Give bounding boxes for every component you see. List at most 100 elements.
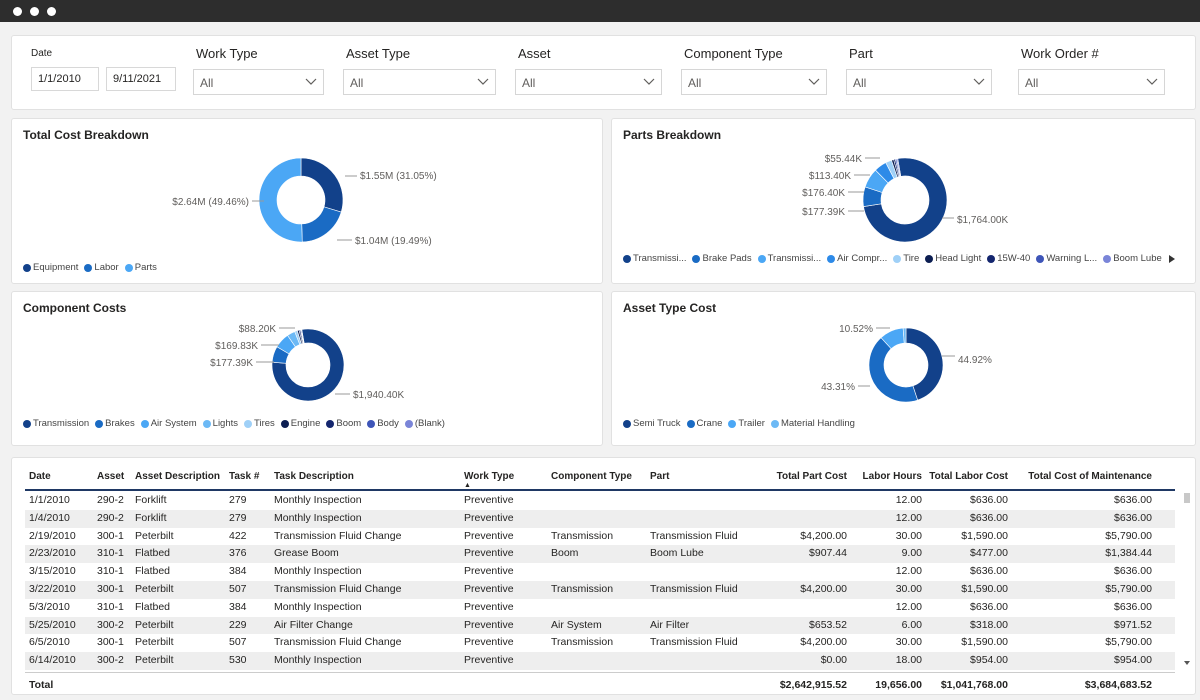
legend-item[interactable]: Trailer (728, 418, 765, 429)
legend-item[interactable]: Transmission (23, 418, 89, 429)
donut-slice-boom-lube[interactable] (896, 158, 902, 177)
table-row[interactable]: 1/4/2010 290-2 Forklift 279 Monthly Inspecti… (25, 509, 1175, 528)
column-header-component-type[interactable]: Component Type (551, 471, 632, 482)
scroll-down-icon[interactable] (1184, 661, 1190, 665)
cell-total-maintenance-cost: $5,790.00 (1105, 636, 1152, 649)
donut-slice-labor[interactable] (301, 206, 342, 243)
table-row[interactable]: 5/25/2010 300-2 Peterbilt 229 Air Filter Cha… (25, 616, 1175, 635)
column-header-task-description[interactable]: Task Description (274, 471, 354, 482)
column-header-date[interactable]: Date (29, 471, 51, 482)
work-order-dropdown[interactable]: All (1018, 69, 1165, 95)
legend-item[interactable]: Tire (893, 253, 919, 264)
cell-task-number: 530 (229, 654, 247, 667)
table-row[interactable]: 3/15/2010 310-1 Flatbed 384 Monthly Inspecti… (25, 563, 1175, 581)
parts-breakdown-panel: Parts Breakdown $55.44K $113.40K $176.40… (611, 118, 1196, 284)
cell-asset-description: Peterbilt (135, 618, 174, 631)
cell-asset-description: Flatbed (135, 547, 171, 560)
cell-task-description: Monthly Inspection (274, 654, 362, 667)
legend-swatch (140, 419, 149, 428)
cell-component-type: Transmission (551, 583, 614, 595)
column-header-labor-hours[interactable]: Labor Hours (862, 471, 922, 482)
date-from-input[interactable]: 1/1/2010 (31, 67, 99, 91)
column-header-total-cost-of-maintenance[interactable]: Total Cost of Maintenance (1028, 471, 1152, 482)
legend-item[interactable]: Brakes (95, 418, 135, 429)
table-row[interactable]: 3/22/2010 300-1 Peterbilt 507 Transmission F… (25, 581, 1175, 599)
donut-slice-equipment[interactable] (300, 157, 344, 213)
slice-label: $1,940.40K (353, 390, 404, 401)
legend-item[interactable]: Semi Truck (623, 418, 681, 429)
asset-type-dropdown[interactable]: All (343, 69, 496, 95)
legend-item[interactable]: Brake Pads (692, 253, 752, 264)
column-header-work-type[interactable]: Work Type (464, 471, 515, 482)
part-dropdown[interactable]: All (846, 69, 992, 95)
window-close-dot[interactable] (13, 7, 22, 16)
column-header-task-number[interactable]: Task # (229, 471, 260, 482)
cell-asset: 300-2 (97, 618, 124, 631)
cell-task-description: Air Filter Change (274, 618, 353, 631)
legend-item[interactable]: Crane (686, 418, 722, 429)
legend-item[interactable]: Warning L... (1036, 253, 1097, 264)
legend-item[interactable]: Air Compr... (827, 253, 887, 264)
legend-item[interactable]: Labor (84, 262, 119, 273)
asset-dropdown[interactable]: All (515, 69, 662, 95)
cell-total-maintenance-cost: $636.00 (1114, 565, 1152, 578)
table-row[interactable]: 6/14/2010 300-2 Peterbilt 530 Monthly Inspec… (25, 652, 1175, 670)
table-row[interactable]: 1/1/2010 290-2 Forklift 279 Monthly Inspecti… (25, 492, 1175, 510)
donut-slice-material-handling[interactable] (902, 327, 907, 344)
legend-swatch (23, 263, 31, 272)
window-minimize-dot[interactable] (30, 7, 39, 16)
table-row[interactable]: 2/23/2010 310-1 Flatbed 376 Grease Boom Preve… (25, 545, 1175, 564)
cell-total-maintenance-cost: $954.00 (1114, 654, 1152, 667)
parts-donut-chart: $55.44K $113.40K $176.40K $177.39K $1,76… (802, 154, 1008, 243)
legend: Equipment Labor Parts (23, 262, 163, 273)
cell-task-number: 384 (229, 600, 247, 613)
legend-item[interactable]: Material Handling (770, 418, 855, 429)
cell-part: Transmission Fluid (650, 636, 738, 649)
legend-item[interactable]: Boom Lube (1103, 253, 1162, 264)
column-header-asset[interactable]: Asset (97, 471, 125, 482)
donut-slice--blank-[interactable] (300, 329, 305, 344)
table-row[interactable]: 2/19/2010 300-1 Peterbilt 422 Transmission F… (25, 528, 1175, 546)
column-header-total-labor-cost[interactable]: Total Labor Cost (929, 471, 1008, 482)
legend-item[interactable]: Parts (124, 262, 157, 273)
column-header-total-part-cost[interactable]: Total Part Cost (776, 471, 847, 482)
work-type-label: Work Type (196, 46, 258, 61)
legend-item[interactable]: Transmissi... (623, 253, 686, 264)
donut-slice-transmission[interactable] (271, 328, 345, 402)
legend-item[interactable]: Engine (280, 418, 320, 429)
legend-item[interactable]: Body (367, 418, 399, 429)
legend-item[interactable]: Tires (244, 418, 275, 429)
cell-labor-hours: 9.00 (901, 547, 922, 560)
date-to-input[interactable]: 9/11/2021 (106, 67, 176, 91)
column-header-asset-description[interactable]: Asset Description (135, 471, 221, 482)
legend-item[interactable]: Head Light (925, 253, 981, 264)
donut-slice-transmissi-[interactable] (863, 157, 948, 243)
cell-labor-hours: 12.00 (895, 511, 922, 524)
legend-swatch (244, 419, 253, 428)
cell-work-type: Preventive (464, 565, 514, 578)
column-header-part[interactable]: Part (650, 471, 670, 482)
legend-next-icon[interactable] (1168, 254, 1176, 264)
legend-item[interactable]: Lights (202, 418, 238, 429)
legend-swatch (692, 254, 701, 263)
legend-item[interactable]: Equipment (23, 262, 78, 273)
work-type-dropdown[interactable]: All (193, 69, 324, 95)
donut-slice-semi-truck[interactable] (905, 327, 944, 401)
legend-item[interactable]: 15W-40 (987, 253, 1030, 264)
legend-label: Brakes (105, 418, 135, 429)
scrollbar-thumb[interactable] (1184, 493, 1190, 503)
table-scrollbar[interactable] (1183, 490, 1191, 665)
donut-slice-parts[interactable] (258, 157, 303, 243)
component-type-value: All (688, 76, 702, 90)
cell-task-description: Transmission Fluid Change (274, 529, 402, 542)
legend-item[interactable]: Transmissi... (757, 253, 821, 264)
table-row[interactable]: 6/5/2010 300-1 Peterbilt 507 Transmission Fl… (25, 634, 1175, 652)
table-row[interactable]: 5/3/2010 310-1 Flatbed 384 Monthly Inspectio… (25, 599, 1175, 617)
legend-label: Trailer (738, 418, 765, 429)
legend-item[interactable]: (Blank) (404, 418, 445, 429)
part-value: All (853, 76, 867, 90)
legend-item[interactable]: Boom (326, 418, 361, 429)
window-maximize-dot[interactable] (47, 7, 56, 16)
legend-item[interactable]: Air System (140, 418, 197, 429)
component-type-dropdown[interactable]: All (681, 69, 827, 95)
